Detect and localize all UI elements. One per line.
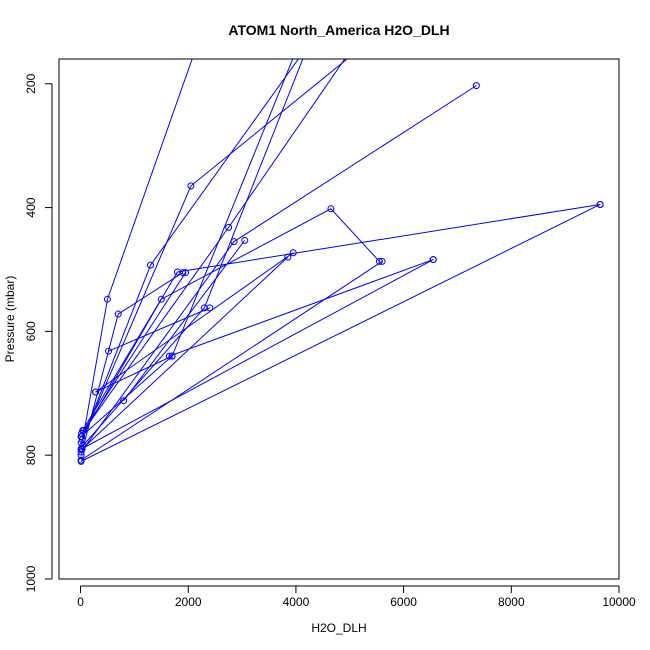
data-point (105, 347, 113, 355)
x-tick-label: 0 (77, 595, 84, 609)
series-line-15 (108, 307, 210, 352)
series-line-11 (81, 259, 434, 450)
x-tick-label: 8000 (498, 595, 525, 609)
series-line-18 (83, 272, 186, 431)
data-point (284, 253, 292, 261)
data-point (157, 295, 165, 303)
data-point (241, 236, 249, 244)
y-axis-label: Pressure (mbar) (3, 276, 17, 363)
series-line-20 (95, 355, 173, 393)
data-point (230, 238, 238, 246)
plot-area (77, 59, 604, 465)
y-tick-label: 600 (24, 321, 38, 341)
x-axis: 0 2000 4000 6000 8000 10000 (77, 585, 636, 609)
data-point (378, 257, 386, 265)
series-line-3 (80, 59, 294, 437)
x-tick-label: 4000 (283, 595, 310, 609)
data-point (375, 257, 383, 265)
y-tick-label: 1000 (24, 565, 38, 592)
plot-frame (58, 58, 620, 580)
x-tick-label: 2000 (175, 595, 202, 609)
data-point (114, 310, 122, 318)
data-point (77, 456, 85, 464)
y-axis: 200 400 600 800 1000 (24, 73, 53, 592)
series-line-13 (95, 252, 294, 393)
data-point (103, 295, 111, 303)
chart-title: ATOM1 North_America H2O_DLH (228, 22, 449, 38)
series-line-14 (123, 240, 246, 402)
data-point (78, 445, 86, 453)
x-tick-label: 10000 (602, 595, 636, 609)
data-point (80, 426, 88, 434)
data-point (200, 304, 208, 312)
data-point (225, 223, 233, 231)
data-point (92, 388, 100, 396)
data-point (596, 200, 604, 208)
series-line-6 (81, 59, 346, 434)
data-point (327, 205, 335, 213)
data-point (429, 256, 437, 264)
series-line-5 (82, 59, 304, 447)
data-point (147, 261, 155, 269)
data-point (206, 304, 214, 312)
data-point (173, 268, 181, 276)
x-tick-label: 6000 (390, 595, 417, 609)
series-line-17 (81, 256, 289, 450)
data-point (187, 182, 195, 190)
series-line-1 (80, 59, 193, 450)
y-tick-label: 200 (24, 73, 38, 93)
series-line-8 (80, 272, 184, 456)
data-point (120, 397, 128, 405)
x-axis-label: H2O_DLH (311, 621, 366, 635)
series-line-4 (81, 59, 348, 440)
data-point (182, 269, 190, 277)
series-line-12 (80, 204, 601, 462)
data-point (289, 249, 297, 257)
data-point (168, 352, 176, 360)
series-line-2 (80, 59, 299, 443)
data-point (179, 269, 187, 277)
y-tick-label: 800 (24, 445, 38, 465)
series-line-9 (81, 208, 380, 437)
data-point (472, 82, 480, 90)
series-line-16 (80, 261, 383, 461)
series-line-19 (169, 259, 434, 357)
data-point (165, 352, 173, 360)
series-line-7 (80, 85, 477, 453)
y-tick-label: 400 (24, 197, 38, 217)
series-line-10 (82, 203, 601, 431)
